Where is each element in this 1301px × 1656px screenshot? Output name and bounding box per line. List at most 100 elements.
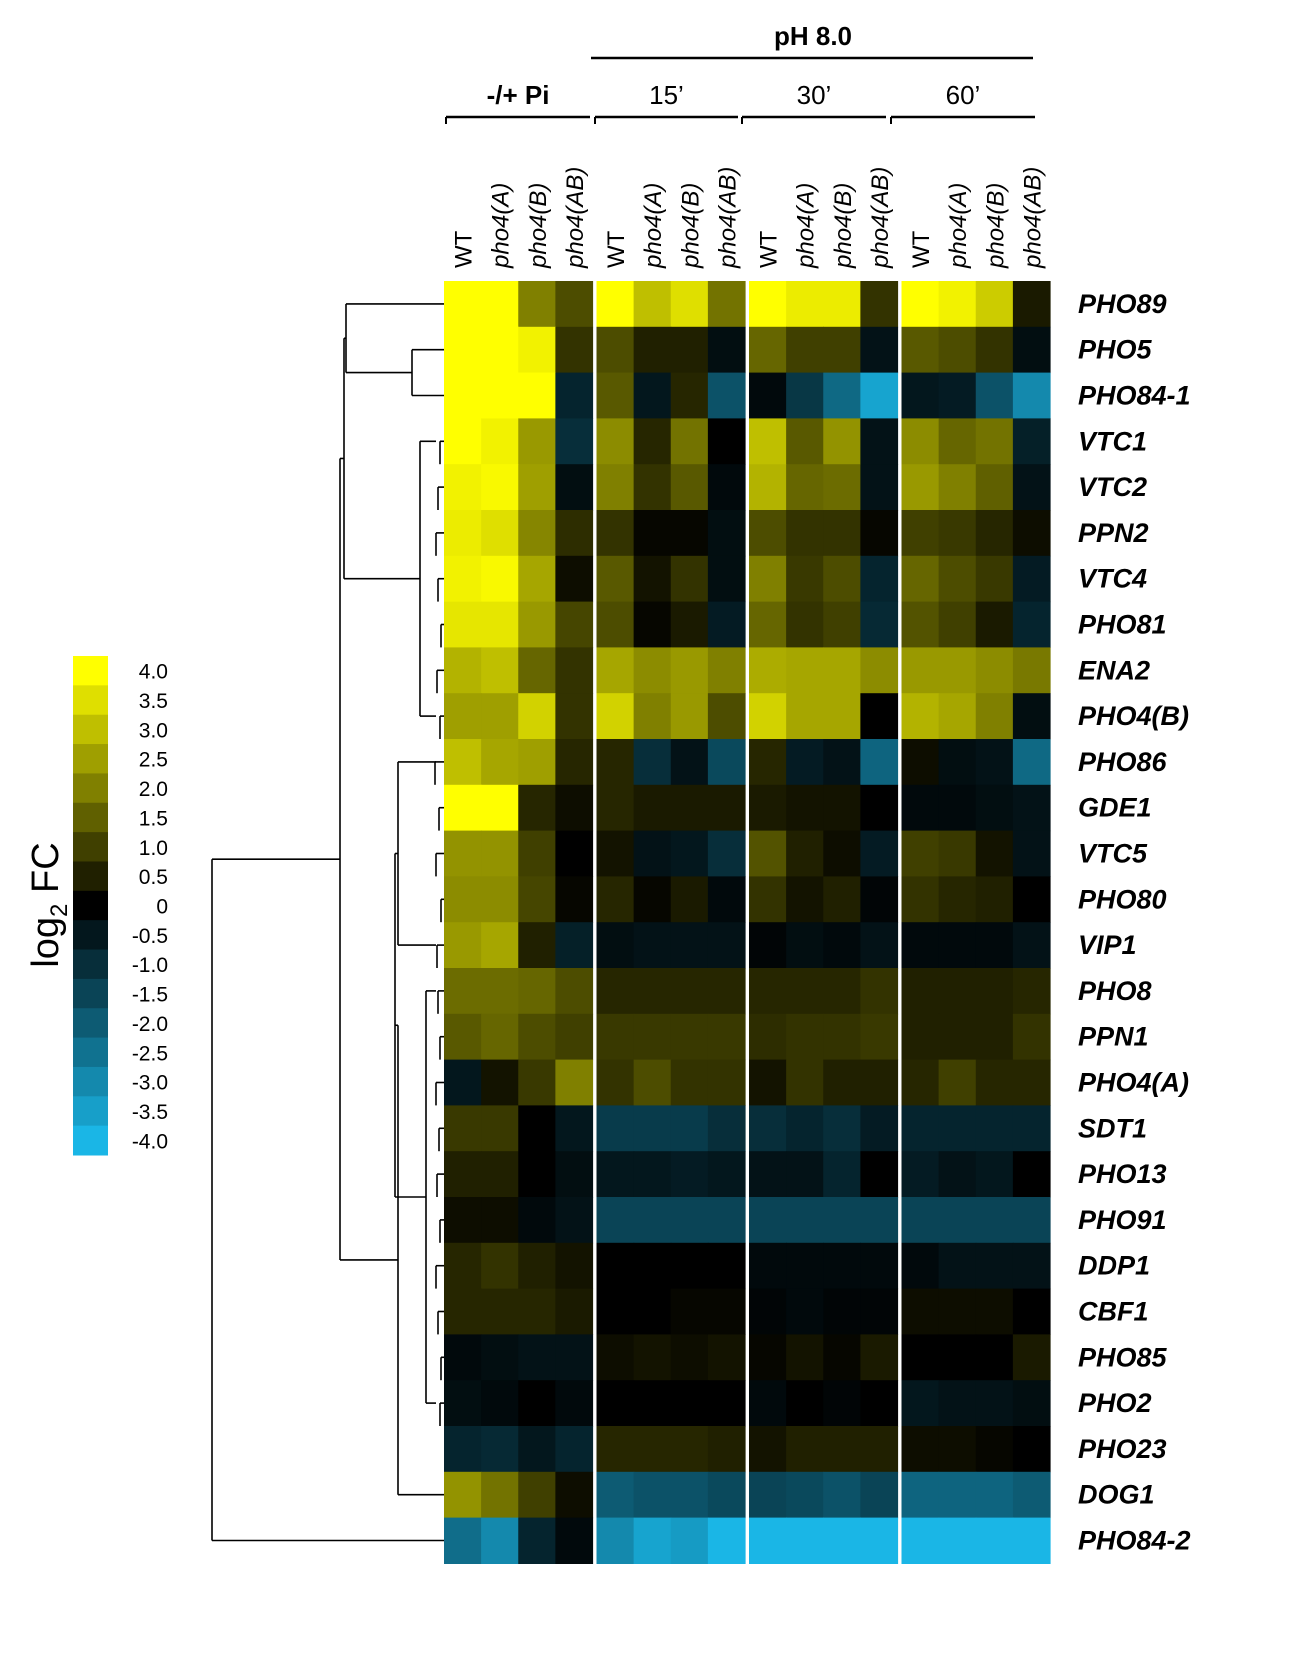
- heatmap-cell: [707, 601, 746, 648]
- heatmap-cell: [1012, 326, 1051, 374]
- row-label: PHO89: [1078, 289, 1167, 319]
- heatmap-cell: [670, 1517, 709, 1564]
- heatmap-cell: [860, 830, 899, 877]
- heatmap-cell: [938, 647, 977, 694]
- heatmap-cell: [518, 1288, 556, 1335]
- heatmap-cell: [596, 693, 635, 740]
- heatmap-cell: [823, 1242, 861, 1290]
- legend-swatch: [73, 1066, 108, 1097]
- heatmap-cell: [823, 968, 861, 1015]
- heatmap-cell: [555, 281, 594, 328]
- legend-swatch: [73, 773, 108, 804]
- heatmap-cell: [518, 464, 556, 511]
- heatmap-cell: [707, 876, 746, 923]
- heatmap-cell: [749, 418, 787, 465]
- row-label: PHO8: [1078, 976, 1152, 1006]
- heatmap-cell: [481, 372, 519, 419]
- heatmap-cell: [633, 830, 672, 877]
- heatmap-cell: [823, 601, 861, 648]
- heatmap-cell: [975, 693, 1014, 740]
- heatmap-cell: [749, 830, 787, 877]
- heatmap-cell: [938, 1013, 977, 1061]
- heatmap-cell: [749, 1013, 787, 1061]
- group-label: 15’: [649, 80, 684, 110]
- heatmap-cell: [707, 510, 746, 557]
- legend-tick-label: 1.0: [139, 837, 168, 860]
- heatmap-cell: [481, 922, 519, 969]
- heatmap-cell: [823, 372, 861, 419]
- heatmap-cell: [938, 1517, 977, 1564]
- row-labels: PHO89 PHO5 PHO84-1 VTC1 VTC2 PPN2 VTC4 PHO81 ENA…: [1078, 289, 1191, 1556]
- heatmap-cell: [975, 1059, 1014, 1106]
- heatmap-cell: [823, 1197, 861, 1244]
- heatmap-cell: [823, 1426, 861, 1473]
- heatmap-cell: [786, 647, 824, 694]
- heatmap-cell: [1012, 1151, 1051, 1198]
- row-label: ENA2: [1078, 655, 1150, 685]
- heatmap-cell: [901, 830, 940, 877]
- heatmap-cell: [596, 1242, 635, 1290]
- heatmap-cell: [555, 1105, 594, 1152]
- heatmap-cell: [975, 739, 1014, 786]
- heatmap-cell: [749, 876, 787, 923]
- heatmap-cell: [975, 326, 1014, 374]
- heatmap-cell: [596, 1426, 635, 1473]
- heatmap-cell: [707, 1197, 746, 1244]
- heatmap-cell: [1012, 1288, 1051, 1335]
- heatmap-cell: [670, 1197, 709, 1244]
- heatmap-cell: [444, 739, 482, 786]
- heatmap-cell: [823, 281, 861, 328]
- heatmap-cell: [444, 1197, 482, 1244]
- heatmap-cell: [444, 418, 482, 465]
- heatmap-cell: [596, 555, 635, 603]
- legend-tick-label: 2.0: [139, 778, 168, 801]
- heatmap-cell: [749, 1380, 787, 1427]
- heatmap-cell: [786, 372, 824, 419]
- heatmap-cell: [707, 830, 746, 877]
- heatmap-cell: [1012, 1426, 1051, 1473]
- heatmap-cell: [670, 510, 709, 557]
- heatmap-cell: [901, 784, 940, 832]
- row-label: VIP1: [1078, 930, 1137, 960]
- heatmap-cell: [707, 1105, 746, 1152]
- row-label: PHO4(B): [1078, 701, 1189, 731]
- heatmap-cell: [938, 1105, 977, 1152]
- heatmap-cell: [670, 1105, 709, 1152]
- heatmap-cell: [786, 876, 824, 923]
- heatmap-cell: [860, 1471, 899, 1519]
- heatmap-cell: [596, 1517, 635, 1564]
- row-label: GDE1: [1078, 793, 1152, 823]
- legend-tick-label: -0.5: [132, 925, 168, 948]
- heatmap-cell: [555, 1471, 594, 1519]
- heatmap-cell: [670, 968, 709, 1015]
- heatmap-cell: [938, 372, 977, 419]
- legend-swatch: [73, 802, 108, 833]
- heatmap-cell: [444, 1151, 482, 1198]
- heatmap-cell: [860, 1288, 899, 1335]
- heatmap-cell: [670, 326, 709, 374]
- heatmap-cell: [670, 1471, 709, 1519]
- heatmap-cell: [481, 876, 519, 923]
- heatmap-cell: [901, 1242, 940, 1290]
- heatmap-cell: [1012, 830, 1051, 877]
- column-label: pho4(B): [830, 183, 857, 269]
- heatmap-cell: [707, 647, 746, 694]
- heatmap-cell: [786, 1013, 824, 1061]
- heatmap-cell: [670, 601, 709, 648]
- heatmap-cell: [860, 1151, 899, 1198]
- heatmap-cell: [633, 1013, 672, 1061]
- heatmap-cell: [633, 739, 672, 786]
- heatmap-cell: [938, 1288, 977, 1335]
- heatmap-cell: [1012, 1197, 1051, 1244]
- heatmap-cell: [670, 418, 709, 465]
- heatmap-cell: [444, 326, 482, 374]
- heatmap-cell: [1012, 693, 1051, 740]
- column-label: pho4(AB): [1019, 167, 1046, 269]
- heatmap-cell: [823, 1471, 861, 1519]
- heatmap-cell: [823, 1334, 861, 1381]
- heatmap-cell: [901, 601, 940, 648]
- legend-swatch: [73, 685, 108, 716]
- column-group-headers: -/+ Pi 15’ 30’ 60’ pH 8.0: [445, 21, 1035, 124]
- heatmap-cell: [670, 1380, 709, 1427]
- heatmap-cell: [860, 281, 899, 328]
